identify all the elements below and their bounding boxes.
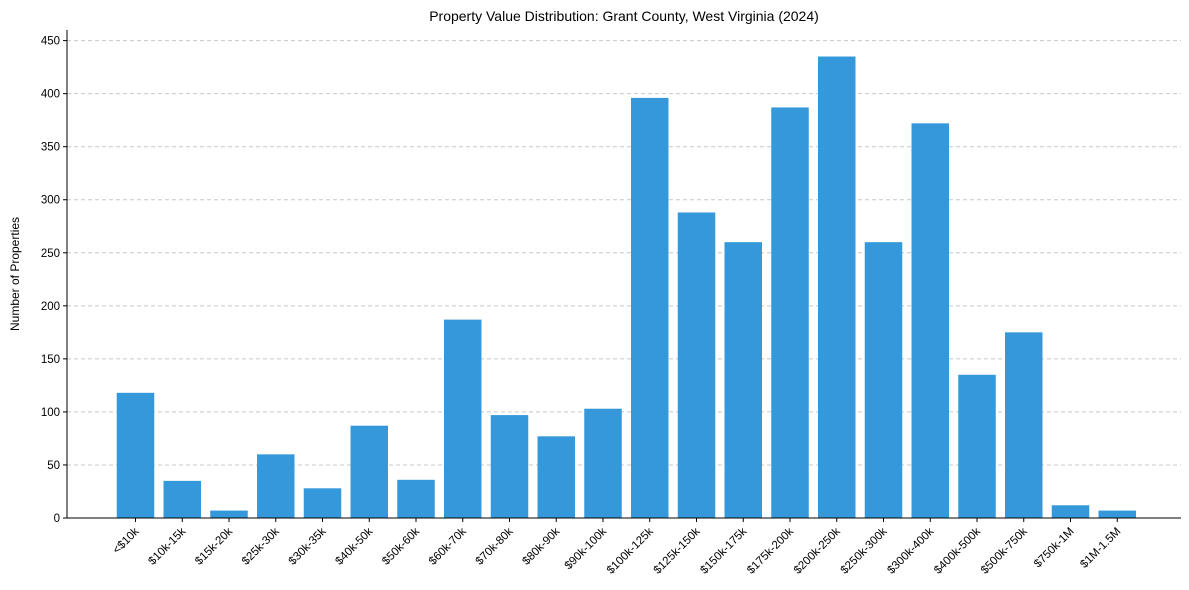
bar — [771, 107, 809, 518]
x-tick-label: $750k-1M — [1032, 526, 1077, 571]
bar — [210, 510, 248, 518]
x-tick-label: $125k-150k — [652, 525, 703, 576]
bar — [444, 319, 482, 518]
bar — [724, 242, 762, 518]
bar — [163, 480, 201, 518]
x-tick-label: $250k-300k — [839, 525, 890, 576]
x-tick-label: $80k-90k — [520, 525, 562, 567]
x-tick-label: $40k-50k — [333, 525, 375, 567]
axes — [66, 30, 1181, 519]
y-tick-label: 450 — [41, 36, 60, 48]
bar — [257, 454, 295, 518]
y-tick-label: 350 — [41, 142, 60, 154]
y-tick-label: 150 — [41, 354, 60, 366]
y-tick-label: 250 — [41, 248, 60, 260]
y-tick-label: 300 — [41, 195, 60, 207]
bar — [864, 242, 903, 518]
y-tick-label: 0 — [54, 513, 60, 525]
bar — [677, 212, 716, 519]
x-tick-label: $400k-500k — [932, 525, 983, 576]
bar — [958, 374, 996, 518]
x-tick-label: <$10k — [111, 525, 142, 556]
x-tick-label: $150k-175k — [698, 525, 749, 576]
x-tick-label: $300k-400k — [885, 525, 936, 576]
x-tick-label: $30k-35k — [287, 525, 329, 567]
x-tick-label: $70k-80k — [474, 525, 516, 567]
bar — [116, 392, 155, 518]
x-tick-labels: <$10k $10k-15k $15k-20k $25k-30k $30k-35k $40… — [111, 518, 1123, 577]
chart-title: Property Value Distribution: Grant Count… — [429, 8, 819, 24]
gridlines — [67, 40, 1181, 466]
bar — [584, 408, 622, 518]
bars — [116, 56, 1136, 519]
bar — [350, 425, 388, 518]
x-tick-label: $50k-60k — [380, 525, 422, 567]
bar — [537, 436, 575, 518]
bar — [631, 97, 669, 518]
x-tick-label: $200k-250k — [792, 525, 843, 576]
x-tick-label: $500k-750k — [979, 525, 1030, 576]
y-tick-labels: 0 50 100 150 200 250 300 350 400 450 — [41, 36, 67, 525]
bar — [1051, 505, 1090, 518]
bar — [1098, 510, 1136, 518]
x-tick-label: $10k-15k — [146, 525, 188, 567]
x-tick-label: $60k-70k — [427, 525, 469, 567]
y-tick-label: 200 — [41, 301, 60, 313]
bar — [818, 56, 856, 519]
x-tick-label: $90k-100k — [563, 525, 610, 572]
y-axis-label: Number of Properties — [8, 217, 22, 331]
x-tick-label: $25k-30k — [240, 525, 282, 567]
bar — [911, 123, 949, 519]
x-tick-label: $175k-200k — [745, 525, 796, 576]
x-tick-label: $100k-125k — [605, 525, 656, 576]
bar — [303, 488, 342, 518]
bar — [1005, 332, 1043, 518]
y-tick-label: 400 — [41, 89, 60, 101]
bar — [397, 479, 435, 518]
x-tick-label: $1M-1.5M — [1078, 526, 1123, 571]
bar — [490, 415, 529, 518]
y-tick-label: 50 — [47, 460, 60, 472]
x-tick-label: $15k-20k — [193, 525, 235, 567]
y-tick-label: 100 — [41, 407, 60, 419]
